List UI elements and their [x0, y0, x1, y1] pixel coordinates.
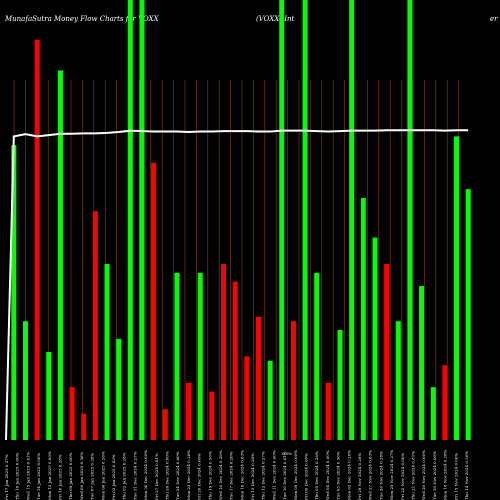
x-tick-label: Tue 17 Dec 2024 0.26% — [229, 451, 234, 500]
x-tick-label: Mon 30 Dec 2024 0.00% — [143, 450, 148, 500]
bar — [197, 272, 203, 440]
bar — [384, 264, 390, 440]
bar — [81, 413, 87, 440]
bar — [454, 136, 460, 440]
bar — [290, 321, 296, 440]
bar — [186, 382, 192, 440]
x-tick-label: Fri 15 Nov 2024 0.00% — [453, 453, 458, 500]
bar — [232, 281, 238, 440]
x-tick-label: Fri 10 Jan 2025 0.28% — [57, 454, 62, 500]
x-tick-label: Wed 11 Dec 2024 0.00% — [271, 450, 276, 500]
chart-title-ticker: (VOXX) Int — [256, 15, 295, 23]
x-tick-label: Fri 17 Jan 2025 0.27% — [4, 454, 9, 500]
x-tick-label: Wed 18 Dec 2024 0.28% — [218, 450, 223, 500]
bar — [209, 391, 215, 440]
bar — [34, 39, 40, 440]
x-tick-label: Mon 23 Dec 2024 0.28% — [186, 450, 191, 500]
x-tick-label: Tue 10 Dec 2024 0.81% — [282, 451, 287, 500]
chart-title-right: er — [490, 15, 498, 23]
x-tick-label: Thu 21 Nov 2024 0.81% — [411, 451, 416, 500]
bar — [151, 162, 157, 441]
bar — [221, 264, 227, 440]
bar — [46, 352, 52, 440]
bar — [419, 286, 425, 440]
x-tick-label: Fri 29 Nov 2024 0.26% — [357, 453, 362, 500]
x-tick-label: Mon 06 Jan 2025 0.26% — [100, 451, 105, 500]
x-tick-label: Fri 13 Dec 2024 0.28% — [250, 453, 255, 500]
bar — [325, 382, 331, 440]
bar — [57, 70, 63, 441]
bar — [244, 356, 250, 440]
x-tick-label: Fri 20 Dec 2024 0.00% — [197, 453, 202, 500]
x-tick-label: Thu 19 Dec 2024 0.56% — [207, 451, 212, 500]
bar — [22, 321, 28, 440]
x-tick-label: Mon 02 Dec 2024 0.28% — [346, 450, 351, 500]
bar — [395, 321, 401, 440]
bar — [279, 0, 285, 440]
x-tick-label: Fri 06 Dec 2024 0.00% — [304, 453, 309, 500]
x-tick-label: Tue 19 Nov 2024 0.00% — [432, 451, 437, 500]
x-tick-label: Fri 22 Nov 2024 0.00% — [400, 453, 405, 500]
bar — [360, 198, 366, 440]
x-tick-label: Wed 08 Jan 2025 0.56% — [79, 451, 84, 500]
bar — [69, 387, 75, 440]
x-tick-label: Thu 05 Dec 2024 0.28% — [314, 451, 319, 500]
x-tick-label: Tue 24 Dec 2024 0.00% — [175, 451, 180, 500]
middle-note: 0.0% — [282, 451, 292, 456]
x-tick-label: Mon 09 Dec 2024 0.00% — [293, 450, 298, 500]
chart-title: MunafaSutra Money Flow Charts for VOXX — [5, 15, 159, 23]
bar — [442, 365, 448, 440]
bar — [465, 189, 471, 440]
bar — [267, 360, 273, 440]
x-tick-label: Fri 03 Jan 2025 0.83% — [111, 454, 116, 500]
x-tick-label: Thu 12 Dec 2024 0.27% — [261, 451, 266, 500]
x-tick-label: Thu 02 Jan 2025 0.28% — [122, 452, 127, 500]
money-flow-line — [5, 129, 469, 441]
x-tick-label: Tue 26 Nov 2024 0.28% — [378, 451, 383, 500]
x-tick-label: Mon 13 Jan 2025 0.00% — [47, 451, 52, 500]
x-tick-label: Wed 04 Dec 2024 0.00% — [325, 450, 330, 500]
bar — [255, 316, 261, 440]
bar — [337, 330, 343, 440]
x-tick-label: Fri 27 Dec 2024 0.81% — [154, 453, 159, 500]
bar — [314, 272, 320, 440]
bars — [11, 0, 471, 441]
x-tick-labels: Fri 17 Jan 2025 0.27% Thu 16 Jan 2025 0.0… — [4, 449, 469, 500]
x-tick-label: Tue 14 Jan 2025 0.00% — [36, 453, 41, 500]
x-tick-label: Thu 09 Jan 2025 0.00% — [68, 452, 73, 500]
x-tick-label: Mon 25 Nov 2024 0.27% — [389, 449, 394, 500]
x-tick-label: Wed 15 Jan 2025 0.81% — [25, 451, 30, 500]
x-tick-label: Mon 18 Nov 2024 0.28% — [443, 449, 448, 500]
x-tick-label: Tue 31 Dec 2024 0.27% — [132, 451, 137, 500]
x-tick-label: Thu 16 Jan 2025 0.00% — [15, 452, 20, 500]
bar — [162, 409, 168, 440]
bar — [407, 0, 413, 440]
x-tick-label: Wed 20 Nov 2024 0.00% — [421, 450, 426, 500]
x-tick-label: Tue 03 Dec 2024 0.56% — [336, 451, 341, 500]
bar — [104, 264, 110, 440]
bar — [116, 338, 122, 440]
x-tick-label: Thu 26 Dec 2024 0.00% — [164, 451, 169, 500]
bar — [92, 211, 98, 440]
bar — [430, 387, 436, 440]
bar — [302, 0, 308, 440]
bar — [11, 145, 17, 440]
x-tick-label: Thu 14 Nov 2024 0.56% — [464, 451, 469, 500]
bar — [174, 272, 180, 440]
x-tick-label: Mon 16 Dec 2024 0.83% — [239, 450, 244, 500]
x-tick-label: Tue 07 Jan 2025 0.28% — [90, 453, 95, 500]
x-tick-label: Wed 27 Nov 2024 0.83% — [368, 450, 373, 500]
bar — [127, 0, 133, 440]
bar — [139, 0, 145, 440]
bar — [372, 237, 378, 440]
bar — [349, 0, 355, 440]
